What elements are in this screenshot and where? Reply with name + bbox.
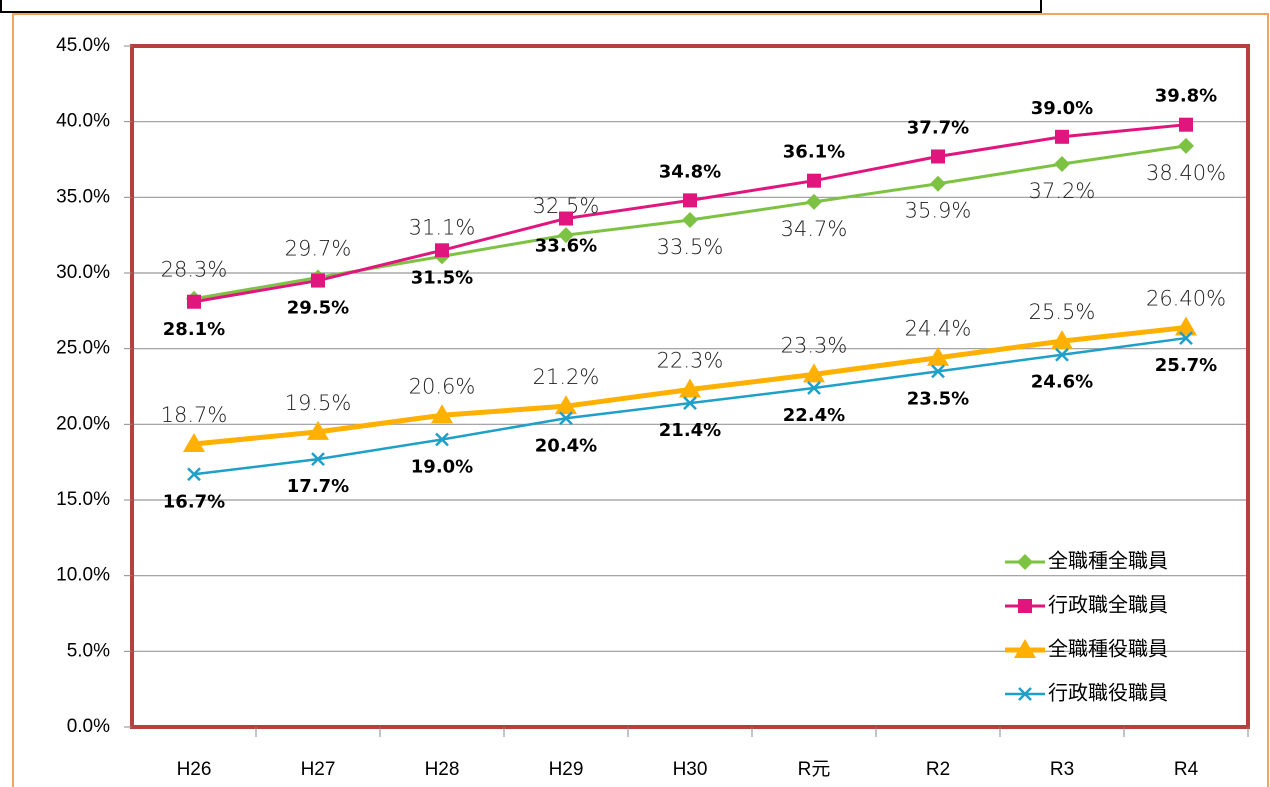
y-tick-label: 30.0%	[56, 262, 110, 283]
marker	[927, 346, 949, 366]
marker	[1179, 117, 1193, 132]
value-label: 21.2%	[533, 365, 600, 389]
marker	[1178, 137, 1194, 154]
marker	[683, 396, 697, 411]
value-label: 19.0%	[411, 456, 473, 477]
value-label: 38.40%	[1146, 161, 1226, 185]
x-tick-label: H27	[301, 759, 336, 780]
marker	[183, 433, 205, 453]
marker	[1179, 331, 1193, 345]
marker	[679, 378, 701, 398]
y-tick-label: 45.0%	[56, 35, 110, 56]
x-tick-label: R4	[1174, 759, 1199, 780]
marker	[931, 364, 945, 379]
value-label: 18.7%	[161, 403, 228, 427]
y-tick-label: 35.0%	[56, 186, 110, 207]
legend-label: 全職種全職員	[1048, 549, 1168, 573]
marker	[1054, 156, 1070, 173]
marker	[682, 212, 698, 229]
value-label: 16.7%	[163, 491, 225, 512]
value-label: 17.7%	[287, 476, 349, 497]
value-label: 34.8%	[659, 161, 721, 182]
x-tick-label: R2	[926, 759, 950, 780]
value-label: 31.5%	[411, 267, 473, 288]
value-label: 31.1%	[409, 215, 476, 239]
value-label: 29.5%	[287, 298, 349, 319]
value-label: 23.3%	[781, 333, 848, 357]
value-label: 24.6%	[1031, 372, 1093, 393]
marker	[435, 243, 449, 258]
value-label: 23.5%	[907, 388, 969, 409]
marker	[1055, 347, 1069, 362]
value-label: 20.6%	[409, 374, 476, 398]
y-tick-label: 20.0%	[56, 413, 110, 434]
marker	[311, 273, 325, 288]
marker	[683, 193, 697, 208]
legend-label: 行政職全職員	[1048, 593, 1168, 617]
y-tick-label: 10.0%	[56, 565, 110, 586]
marker	[311, 452, 325, 467]
value-label: 22.4%	[783, 405, 845, 426]
x-tick-label: H26	[177, 759, 212, 780]
value-label: 24.4%	[905, 317, 972, 341]
value-label: 37.7%	[907, 117, 969, 138]
value-label: 19.5%	[285, 391, 352, 415]
x-tick-label: H29	[549, 759, 584, 780]
y-tick-label: 5.0%	[67, 640, 110, 661]
x-tick-label: R元	[798, 759, 831, 780]
marker	[806, 193, 822, 210]
legend-label: 全職種役職員	[1048, 637, 1168, 661]
value-label: 33.6%	[535, 236, 597, 257]
value-label: 21.4%	[659, 420, 721, 441]
marker	[1055, 129, 1069, 144]
x-tick-label: H28	[425, 759, 460, 780]
value-label: 25.5%	[1029, 300, 1096, 324]
marker	[559, 411, 573, 426]
marker	[807, 381, 821, 395]
marker	[1014, 639, 1036, 658]
plot-border	[130, 44, 1250, 729]
value-label: 37.2%	[1029, 179, 1096, 203]
header-box	[0, 0, 1042, 13]
chart-frame	[12, 13, 1269, 787]
marker	[1175, 316, 1197, 336]
value-label: 28.3%	[161, 258, 228, 282]
y-tick-label: 0.0%	[67, 716, 110, 737]
value-label: 28.1%	[163, 319, 225, 340]
marker	[1018, 687, 1032, 701]
marker	[307, 420, 329, 440]
marker	[803, 363, 825, 383]
marker	[187, 294, 201, 309]
marker	[1018, 599, 1032, 613]
marker	[187, 467, 201, 482]
marker	[558, 227, 574, 244]
marker	[807, 173, 821, 188]
marker	[555, 395, 577, 415]
y-tick-label: 15.0%	[56, 489, 110, 510]
marker	[1017, 554, 1033, 570]
y-tick-label: 40.0%	[56, 111, 110, 132]
y-tick-label: 25.0%	[56, 338, 110, 359]
x-tick-label: R3	[1050, 759, 1074, 780]
value-label: 36.1%	[783, 142, 845, 163]
value-label: 26.40%	[1146, 286, 1226, 310]
value-label: 29.7%	[285, 237, 352, 261]
marker	[930, 175, 946, 192]
value-label: 39.8%	[1155, 86, 1217, 107]
x-tick-label: H30	[673, 759, 708, 780]
marker	[931, 149, 945, 164]
value-label: 34.7%	[781, 217, 848, 241]
marker	[1051, 330, 1073, 350]
marker	[431, 404, 453, 424]
value-label: 20.4%	[535, 435, 597, 456]
legend-label: 行政職役職員	[1048, 681, 1168, 705]
marker	[435, 432, 449, 447]
value-label: 25.7%	[1155, 355, 1217, 376]
value-label: 39.0%	[1031, 98, 1093, 119]
value-label: 22.3%	[657, 349, 724, 373]
marker	[559, 211, 573, 226]
value-label: 33.5%	[657, 235, 724, 259]
value-label: 35.9%	[905, 199, 972, 223]
